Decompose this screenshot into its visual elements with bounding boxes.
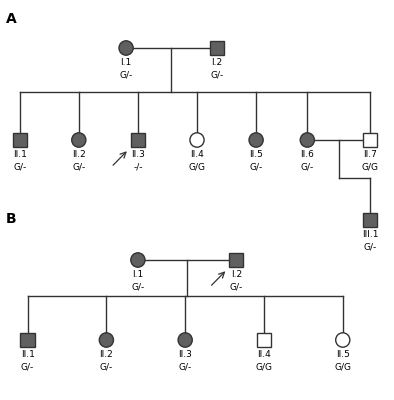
Text: II.4: II.4 xyxy=(190,150,204,159)
Text: G/G: G/G xyxy=(255,362,273,371)
Text: G/-: G/- xyxy=(72,162,85,171)
Text: G/-: G/- xyxy=(364,242,377,251)
Text: G/-: G/- xyxy=(21,362,34,371)
Text: II.2: II.2 xyxy=(72,150,85,159)
Text: I.2: I.2 xyxy=(211,58,222,67)
Text: G/-: G/- xyxy=(230,282,243,291)
Text: A: A xyxy=(6,12,17,26)
Text: II.3: II.3 xyxy=(131,150,145,159)
Text: G/-: G/- xyxy=(100,362,113,371)
Text: II.1: II.1 xyxy=(13,150,27,159)
Bar xyxy=(13,133,27,147)
Text: II.4: II.4 xyxy=(257,350,271,359)
Bar xyxy=(363,213,377,227)
Text: G/-: G/- xyxy=(131,282,145,291)
Bar xyxy=(210,41,224,55)
Text: II.7: II.7 xyxy=(363,150,377,159)
Circle shape xyxy=(249,133,263,147)
Bar xyxy=(257,333,271,347)
Text: G/G: G/G xyxy=(362,162,379,171)
Circle shape xyxy=(119,41,133,55)
Circle shape xyxy=(72,133,86,147)
Circle shape xyxy=(178,333,192,347)
Circle shape xyxy=(190,133,204,147)
Text: II.5: II.5 xyxy=(249,150,263,159)
Text: II.6: II.6 xyxy=(300,150,314,159)
Text: G/-: G/- xyxy=(13,162,26,171)
Bar xyxy=(363,133,377,147)
Text: G/G: G/G xyxy=(188,162,206,171)
Text: I.1: I.1 xyxy=(132,270,143,279)
Bar xyxy=(229,253,243,267)
Text: G/G: G/G xyxy=(334,362,351,371)
Text: B: B xyxy=(6,212,17,226)
Text: G/-: G/- xyxy=(301,162,314,171)
Text: II.2: II.2 xyxy=(100,350,113,359)
Circle shape xyxy=(131,253,145,267)
Text: G/-: G/- xyxy=(178,362,192,371)
Circle shape xyxy=(336,333,350,347)
Text: -/-: -/- xyxy=(133,162,143,171)
Text: G/-: G/- xyxy=(249,162,263,171)
Text: II.5: II.5 xyxy=(336,350,350,359)
Circle shape xyxy=(300,133,314,147)
Bar xyxy=(131,133,145,147)
Text: II.3: II.3 xyxy=(178,350,192,359)
Text: G/-: G/- xyxy=(119,70,133,79)
Text: I.1: I.1 xyxy=(121,58,132,67)
Circle shape xyxy=(99,333,113,347)
Text: III.1: III.1 xyxy=(362,230,379,239)
Bar xyxy=(20,333,35,347)
Text: I.2: I.2 xyxy=(231,270,242,279)
Text: G/-: G/- xyxy=(210,70,223,79)
Text: II.1: II.1 xyxy=(20,350,35,359)
